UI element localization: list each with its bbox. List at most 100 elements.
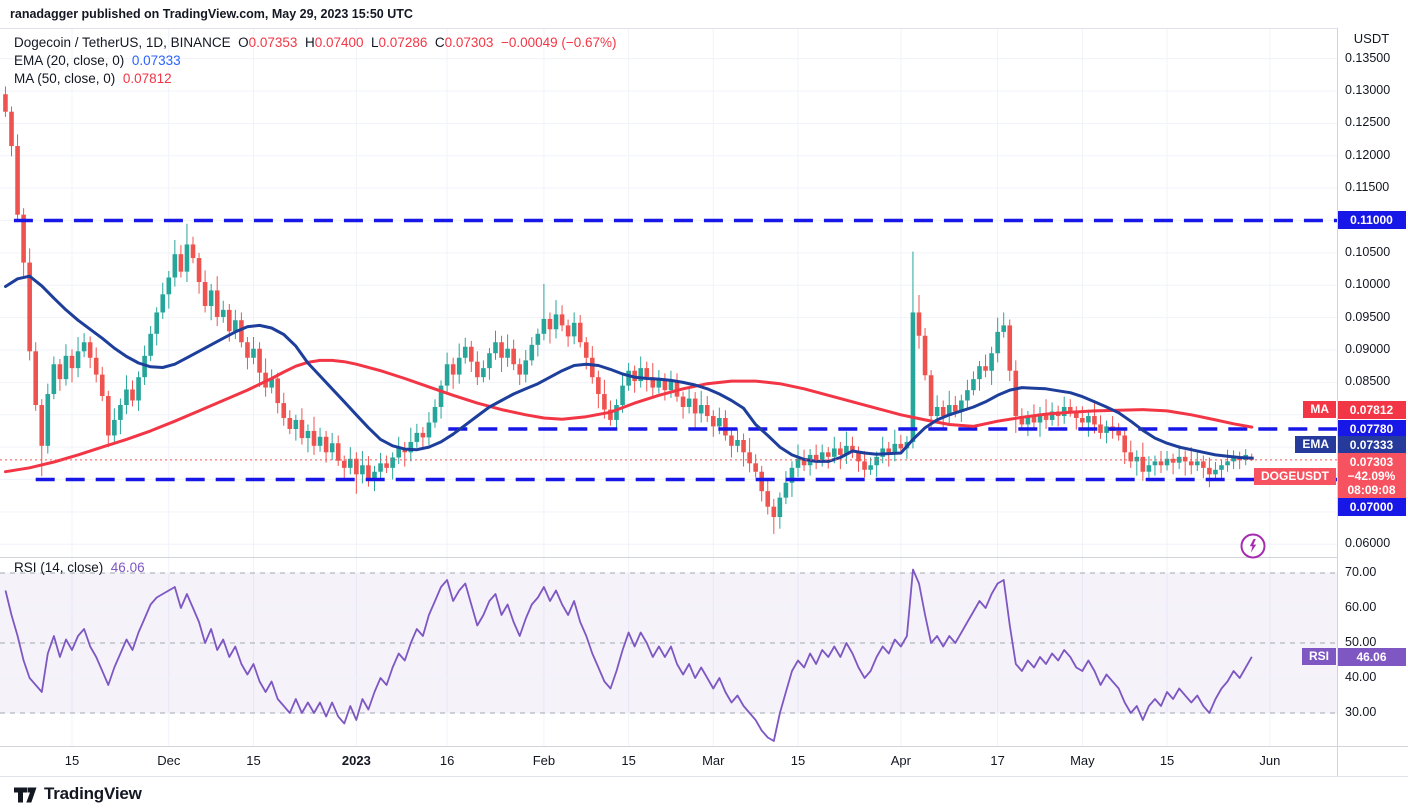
rsi-pane[interactable] — [0, 568, 1337, 742]
candle-body — [523, 360, 529, 375]
candle-body — [674, 381, 680, 397]
candle-body — [251, 348, 256, 358]
rsi-tick-label: 40.00 — [1345, 670, 1377, 684]
price-tick-label: 0.09500 — [1345, 309, 1391, 324]
candle-body — [469, 346, 474, 362]
ema-legend-row[interactable]: EMA (20, close, 0) 0.07333 — [14, 52, 617, 70]
candle-body — [934, 406, 940, 417]
time-axis-label: Jun — [1259, 753, 1281, 768]
candle-body — [965, 390, 970, 401]
ma-line[interactable] — [4, 358, 1254, 474]
grid-lines — [0, 28, 1337, 746]
price-tick-label: 0.11500 — [1345, 180, 1390, 195]
candle-body — [747, 452, 752, 464]
rsi-tick-label: 60.00 — [1345, 600, 1377, 614]
candle-body — [311, 430, 317, 446]
candle-body — [172, 254, 178, 278]
candle-body — [916, 312, 922, 336]
candle-body — [178, 254, 184, 272]
pane-separator[interactable] — [0, 557, 1408, 558]
candle-body — [196, 258, 202, 283]
candle-body — [583, 342, 589, 358]
candle-body — [590, 357, 595, 378]
candle-body — [953, 405, 958, 412]
candle-body — [293, 419, 299, 429]
candle-body — [269, 378, 274, 388]
candle-body — [341, 460, 347, 468]
candle-body — [898, 443, 904, 449]
candle-body — [118, 405, 123, 420]
candle-body — [1086, 416, 1091, 423]
candle-body — [971, 379, 976, 391]
candle-body — [698, 405, 704, 414]
candle-body — [420, 432, 426, 438]
ema-name-chip: EMA — [1295, 435, 1336, 453]
candle-body — [1001, 325, 1006, 332]
candle-body — [1067, 406, 1073, 412]
candle-body — [680, 396, 686, 407]
candle-body — [202, 282, 208, 306]
candle-body — [535, 333, 541, 345]
candle-body — [15, 146, 20, 215]
time-axis-label: Dec — [157, 753, 181, 768]
candle-body — [1213, 469, 1218, 475]
rsi-line[interactable] — [4, 568, 1253, 742]
candle-body — [571, 322, 577, 337]
symbol-title: Dogecoin / TetherUS, 1D, BINANCE — [14, 35, 231, 50]
ma-price-badge: 0.07812 — [1337, 400, 1406, 419]
rsi-legend-row[interactable]: RSI (14, close) 46.06 — [14, 560, 145, 575]
candle-body — [33, 351, 38, 406]
time-axis-label: 15 — [246, 753, 261, 768]
ema-line[interactable] — [4, 274, 1254, 463]
candle-body — [106, 395, 111, 436]
tradingview-logo[interactable]: TradingView — [14, 784, 142, 804]
candle-body — [1170, 458, 1176, 463]
candle-body — [771, 506, 777, 518]
candle-body — [75, 351, 81, 369]
rsi-name-chip: RSI — [1301, 647, 1336, 665]
candle-body — [1025, 416, 1031, 425]
candle-body — [1140, 456, 1146, 472]
candle-body — [977, 366, 982, 380]
main-pane[interactable] — [0, 86, 1337, 534]
candle-body — [124, 389, 129, 406]
candle-body — [711, 416, 716, 427]
candle-body — [795, 458, 801, 468]
ohlc-open-value: 0.07353 — [248, 35, 298, 50]
candle-body — [257, 348, 262, 373]
price-tick-label: 0.08500 — [1345, 374, 1391, 389]
candle-body — [220, 309, 226, 317]
candle-body — [166, 277, 172, 295]
dogeusdt-price-badge: 0.07303 −42.09% 08:09:08 — [1337, 452, 1406, 499]
price-badge: 0.11000 — [1337, 210, 1406, 229]
candle-body — [360, 465, 365, 475]
candle-body — [481, 368, 486, 378]
candle-body — [462, 346, 468, 358]
lightning-icon[interactable] — [1239, 532, 1267, 560]
candle-body — [323, 436, 329, 453]
candle-body — [1031, 416, 1037, 423]
candle-body — [892, 443, 898, 453]
time-axis[interactable]: 15 Dec 15 2023 16 Feb 15 Mar 15 Apr 17 May 15 Jun — [0, 746, 1337, 776]
price-tick-label: 0.10500 — [1345, 244, 1391, 259]
price-axis[interactable]: USDT 0.13500 0.13000 0.12500 0.12000 0.11500… — [1337, 28, 1408, 776]
candle-body — [190, 244, 196, 259]
ma-legend-row[interactable]: MA (50, close, 0) 0.07812 — [14, 70, 617, 88]
candle-body — [329, 443, 335, 453]
candle-body — [662, 379, 668, 391]
candle-body — [348, 458, 353, 468]
time-axis-label: 15 — [1159, 753, 1175, 768]
candle-body — [1104, 426, 1109, 433]
candle-body — [160, 294, 166, 313]
candle-body — [335, 443, 341, 461]
candle-body — [450, 364, 456, 375]
ohlc-open-label: O — [238, 35, 249, 50]
candle-body — [874, 456, 879, 466]
candle-body — [759, 471, 764, 492]
candle-body — [354, 458, 359, 475]
symbol-legend-row[interactable]: Dogecoin / TetherUS, 1D, BINANCE O0.0735… — [14, 34, 617, 52]
candle-body — [1049, 411, 1055, 420]
candle-body — [305, 430, 311, 439]
candle-body — [1092, 416, 1097, 425]
